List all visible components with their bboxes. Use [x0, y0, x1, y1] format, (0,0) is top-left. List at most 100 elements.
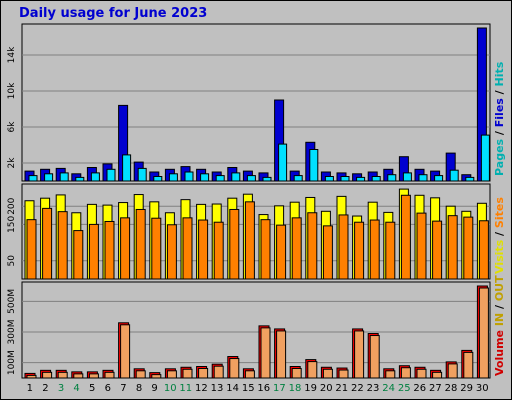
panel-2-tick-2: 200	[7, 197, 17, 214]
sites-bar-16	[260, 219, 271, 280]
sites-bar-15	[244, 201, 255, 280]
sites-bar-2	[42, 207, 53, 280]
files-bar-5	[90, 172, 100, 182]
label-out: OUT	[493, 275, 506, 301]
day-label-7: 7	[120, 383, 126, 394]
panel-1-bg	[21, 23, 491, 182]
day-label-20: 20	[320, 383, 333, 394]
day-label-22: 22	[351, 383, 364, 394]
label-pages: Pages	[493, 138, 506, 176]
sites-bar-23	[369, 219, 380, 280]
panel-1-tick-1: 6k	[7, 121, 17, 133]
sites-bar-22	[354, 221, 365, 280]
label-slash-1: /	[493, 127, 506, 139]
sites-bar-9	[151, 217, 162, 280]
day-label-28: 28	[445, 383, 458, 394]
sites-bar-20	[322, 225, 333, 280]
volume-bar-5	[88, 373, 99, 379]
label-slash-2: /	[493, 86, 506, 98]
sites-bar-3	[57, 211, 68, 280]
day-label-24: 24	[382, 383, 395, 394]
sites-bar-19	[307, 212, 318, 280]
files-bar-16	[262, 176, 272, 182]
files-bar-12	[200, 173, 210, 182]
files-bar-4	[75, 176, 85, 182]
volume-bar-8	[135, 370, 146, 379]
day-label-6: 6	[105, 383, 111, 394]
label-volume: Volume	[493, 330, 506, 376]
panel-1-tick-3: 14k	[7, 46, 17, 63]
day-label-10: 10	[164, 383, 177, 394]
files-bar-2	[44, 173, 54, 182]
volume-bar-19	[307, 361, 318, 379]
sites-bar-28	[447, 215, 458, 280]
label-in: IN	[493, 313, 506, 330]
panel-2-tick-0: 50	[7, 255, 17, 267]
volume-bar-20	[322, 368, 333, 379]
label-sites: Sites	[493, 197, 506, 228]
label-slash-4: /	[493, 301, 506, 313]
day-label-3: 3	[58, 383, 64, 394]
sites-bar-21	[338, 214, 349, 280]
day-label-14: 14	[226, 383, 239, 394]
volume-bar-2	[42, 371, 53, 379]
volume-bar-6	[104, 371, 115, 379]
files-bar-20	[324, 176, 334, 182]
volume-bar-23	[369, 335, 380, 379]
sites-bar-29	[463, 216, 474, 280]
day-label-17: 17	[273, 383, 286, 394]
files-bar-9	[153, 176, 163, 182]
volume-bar-26	[416, 368, 427, 379]
day-label-2: 2	[42, 383, 48, 394]
panel-1-tick-0: 2k	[7, 157, 17, 169]
volume-bar-17	[276, 330, 287, 379]
files-bar-17	[278, 143, 288, 182]
day-label-21: 21	[335, 383, 348, 394]
sites-bar-5	[88, 223, 99, 280]
files-bar-22	[356, 176, 366, 182]
day-label-23: 23	[367, 383, 380, 394]
volume-bar-24	[385, 370, 396, 379]
day-label-15: 15	[242, 383, 255, 394]
day-label-9: 9	[151, 383, 157, 394]
label-slash-3: /	[493, 228, 506, 240]
files-bar-27	[434, 175, 444, 182]
sites-bar-26	[416, 212, 427, 280]
panel-2-tick-1: 150	[7, 216, 17, 233]
files-bar-11	[184, 171, 194, 182]
day-label-30: 30	[476, 383, 489, 394]
day-label-4: 4	[73, 383, 79, 394]
day-label-27: 27	[429, 383, 442, 394]
sites-bar-10	[166, 224, 177, 280]
volume-bar-14	[229, 358, 240, 379]
sites-bar-13	[213, 221, 224, 280]
label-hits: Hits	[493, 61, 506, 86]
files-bar-7	[122, 154, 132, 182]
day-label-11: 11	[179, 383, 192, 394]
volume-bar-30	[478, 287, 489, 379]
volume-bar-9	[151, 374, 162, 379]
sites-bar-14	[229, 208, 240, 280]
right-label-top: Pages / Files / Hits	[493, 61, 506, 176]
files-bar-23	[371, 176, 381, 182]
files-bar-29	[465, 176, 475, 182]
sites-bar-8	[135, 208, 146, 280]
files-bar-3	[59, 172, 69, 182]
volume-bar-7	[120, 324, 131, 379]
day-label-8: 8	[136, 383, 142, 394]
files-bar-28	[449, 169, 459, 182]
sites-bar-1	[26, 219, 37, 280]
sites-bar-17	[276, 224, 287, 280]
volume-bar-16	[260, 327, 271, 379]
volume-bar-12	[198, 368, 209, 379]
volume-bar-15	[244, 370, 255, 379]
files-bar-19	[309, 149, 319, 182]
sites-bar-6	[104, 220, 115, 280]
volume-bar-21	[338, 369, 349, 379]
files-bar-24	[387, 174, 397, 182]
day-label-26: 26	[413, 383, 426, 394]
volume-bar-25	[400, 367, 411, 379]
day-label-19: 19	[304, 383, 317, 394]
